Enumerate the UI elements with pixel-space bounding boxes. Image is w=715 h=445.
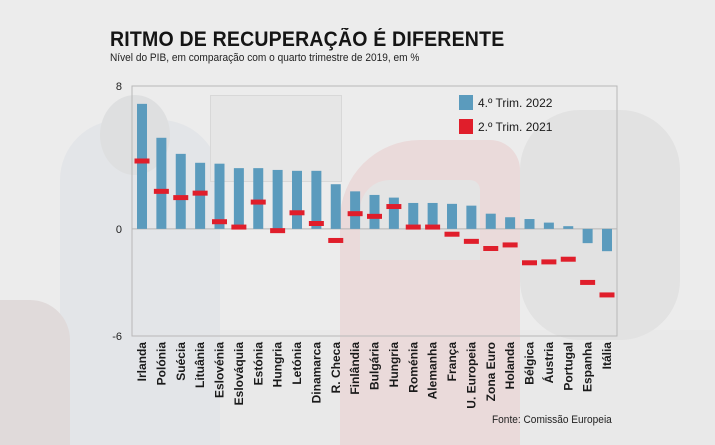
bar-series <box>137 103 612 252</box>
marker <box>367 213 382 219</box>
bar <box>563 226 574 229</box>
legend-label-marker: 2.º Trim. 2021 <box>478 120 553 134</box>
marker <box>212 219 227 225</box>
x-tick-label: Estónia <box>251 342 265 386</box>
marker-series <box>134 158 615 298</box>
x-tick-label: Dinamarca <box>309 342 323 404</box>
marker <box>580 279 596 285</box>
bar <box>408 202 419 229</box>
x-tick-label: Hungria <box>387 342 401 388</box>
x-tick-label: Áustria <box>541 342 556 384</box>
bar <box>253 168 264 229</box>
marker <box>405 224 421 230</box>
marker <box>270 228 286 234</box>
bar <box>350 191 361 229</box>
marker <box>308 221 324 226</box>
x-tick-label: Hungria <box>271 342 285 388</box>
marker <box>328 237 344 243</box>
x-tick-label: Irlanda <box>135 342 149 382</box>
x-tick-label: Alemanha <box>426 342 440 400</box>
plot-frame <box>131 85 618 337</box>
bar <box>466 205 477 229</box>
bar <box>427 202 438 229</box>
marker <box>599 292 615 298</box>
y-tick-label: 0 <box>116 224 122 236</box>
x-tick-label: R. Checa <box>329 342 343 394</box>
bar <box>543 222 554 229</box>
x-tick-label: Finlândia <box>348 342 362 395</box>
bar <box>505 217 516 229</box>
chart-title: RITMO DE RECUPERAÇÃO É DIFERENTE <box>110 28 505 51</box>
marker <box>444 231 460 237</box>
bar <box>195 162 206 229</box>
y-tick-label: 8 <box>116 81 122 93</box>
x-tick-label: Holanda <box>503 342 517 390</box>
bg-vehicle-window <box>360 180 480 260</box>
x-tick-label: França <box>445 342 459 382</box>
bar <box>175 153 186 229</box>
marker <box>153 188 169 194</box>
bar <box>233 168 244 229</box>
bar <box>330 184 341 229</box>
marker <box>560 256 576 262</box>
source-note: Fonte: Comissão Europeia <box>492 414 612 426</box>
y-axis: 8 0 -6 <box>112 81 122 343</box>
legend-swatch-bar <box>459 95 473 110</box>
x-tick-label: Bulgária <box>368 342 382 390</box>
x-tick-label: Bélgica <box>523 342 537 385</box>
x-tick-label: U. Europeia <box>464 342 478 409</box>
x-axis: Irlanda Polónia Suécia Lituânia Eslovénia Esl… <box>135 342 614 409</box>
bar <box>214 163 225 229</box>
x-tick-label: Suécia <box>174 342 188 381</box>
bar <box>524 219 535 229</box>
marker <box>347 211 363 217</box>
marker <box>483 246 499 251</box>
marker <box>522 260 537 266</box>
marker <box>463 238 479 244</box>
bar <box>485 213 496 229</box>
marker <box>173 195 189 201</box>
x-tick-label: Lituânia <box>193 342 207 388</box>
marker <box>250 199 266 205</box>
bar <box>292 170 302 229</box>
x-tick-label: Polónia <box>154 342 168 386</box>
y-tick-label: -6 <box>112 331 122 343</box>
bar <box>582 228 593 244</box>
bar <box>311 170 322 229</box>
x-tick-label: Letónia <box>290 342 304 385</box>
legend: 4.º Trim. 2022 2.º Trim. 2021 <box>459 95 553 134</box>
bar <box>137 103 147 229</box>
marker <box>541 259 557 265</box>
x-tick-label: Zona Euro <box>484 342 498 401</box>
marker <box>502 242 518 248</box>
chart-subtitle: Nível do PIB, em comparação com o quarto… <box>110 52 420 64</box>
marker <box>386 204 402 210</box>
marker <box>289 210 305 216</box>
marker <box>192 190 208 196</box>
bg-red-object <box>0 300 70 445</box>
x-tick-label: Eslováquia <box>232 342 246 406</box>
x-tick-label: Portugal <box>561 342 575 391</box>
legend-label-bar: 4.º Trim. 2022 <box>478 96 553 110</box>
bar <box>602 228 612 252</box>
marker <box>425 224 441 230</box>
bar <box>388 197 399 229</box>
bar <box>447 203 457 229</box>
legend-swatch-marker <box>459 119 473 134</box>
x-tick-label: Eslovénia <box>213 342 227 398</box>
x-tick-label: Espanha <box>581 342 595 392</box>
bar <box>156 137 167 229</box>
marker <box>134 158 150 164</box>
marker <box>231 224 247 230</box>
x-tick-label: Roménia <box>406 342 420 393</box>
x-tick-label: Itália <box>600 342 614 370</box>
bar <box>369 194 380 229</box>
bar <box>272 169 283 229</box>
